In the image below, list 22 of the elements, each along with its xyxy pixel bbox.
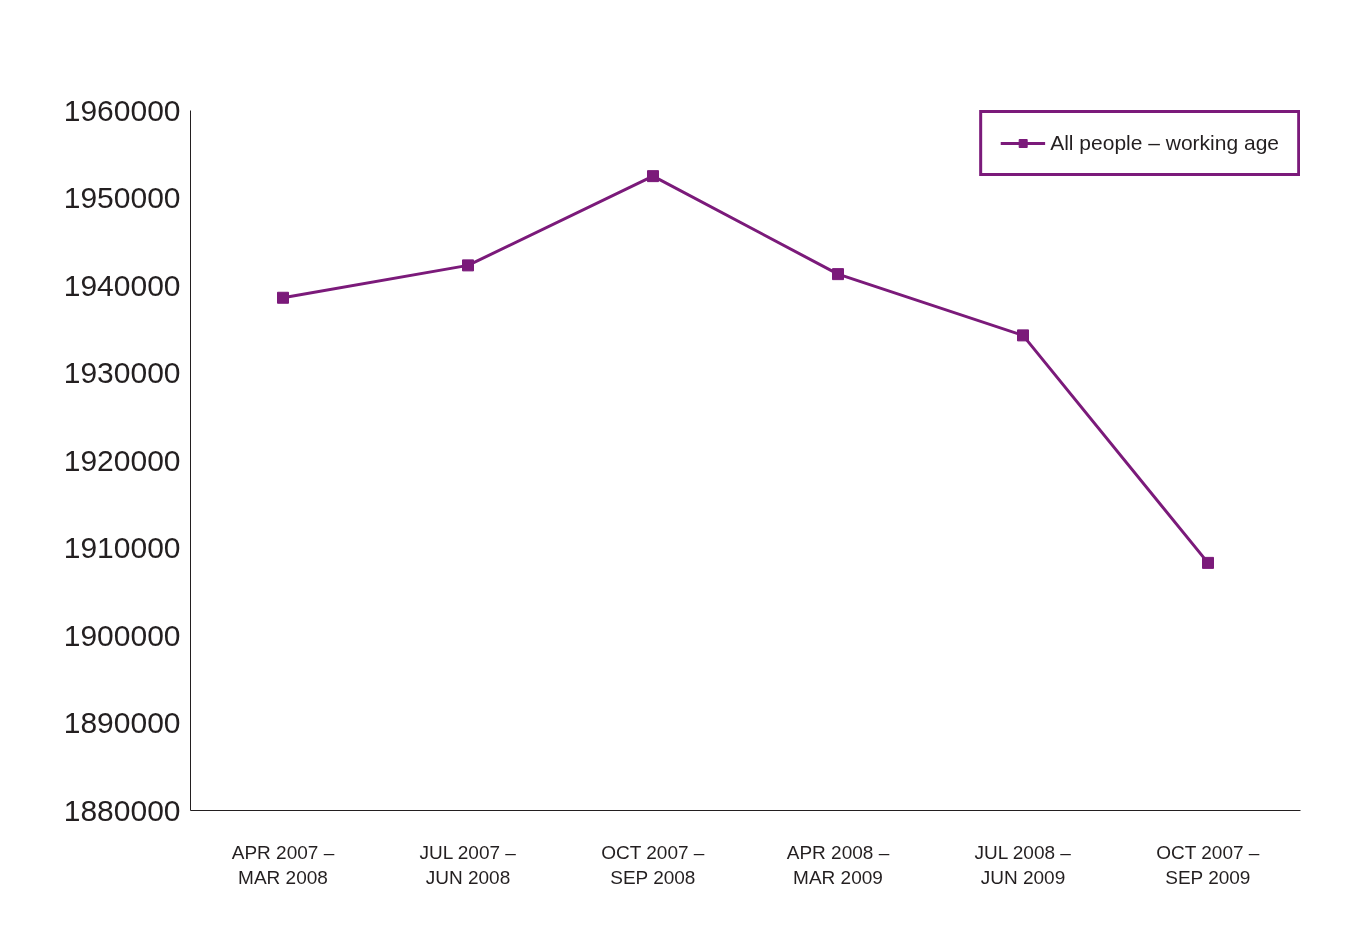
y-tick-label: 1950000 — [63, 181, 181, 214]
x-tick-label: JUL 2008 – JUN 2009 — [974, 841, 1072, 888]
y-tick-label: 1930000 — [63, 356, 181, 389]
y-tick-label: 1960000 — [63, 93, 181, 127]
point — [832, 268, 844, 281]
point — [1017, 329, 1029, 342]
y-tick-label: 1910000 — [63, 531, 181, 564]
y-tick-label: 1940000 — [63, 268, 181, 302]
x-tick-label: OCT 2007 – SEP 2008 — [601, 841, 705, 888]
x-tick-label: APR 2008 – MAR 2009 — [786, 841, 890, 888]
y-tick-label: 1890000 — [63, 706, 181, 739]
point — [1202, 556, 1214, 569]
point — [277, 291, 289, 304]
y-tick-label: 1920000 — [63, 443, 181, 477]
y-tick-label: 1900000 — [63, 618, 181, 652]
x-tick-label: JUL 2007 – JUN 2008 — [419, 841, 517, 888]
y-tick-label: 1880000 — [63, 793, 181, 827]
x-tick-label: APR 2007 – MAR 2008 — [231, 841, 335, 888]
legend-label: All people – working age — [1050, 131, 1279, 155]
point — [462, 259, 474, 272]
x-tick-label: OCT 2007 – SEP 2009 — [1156, 841, 1260, 888]
point — [647, 170, 659, 183]
